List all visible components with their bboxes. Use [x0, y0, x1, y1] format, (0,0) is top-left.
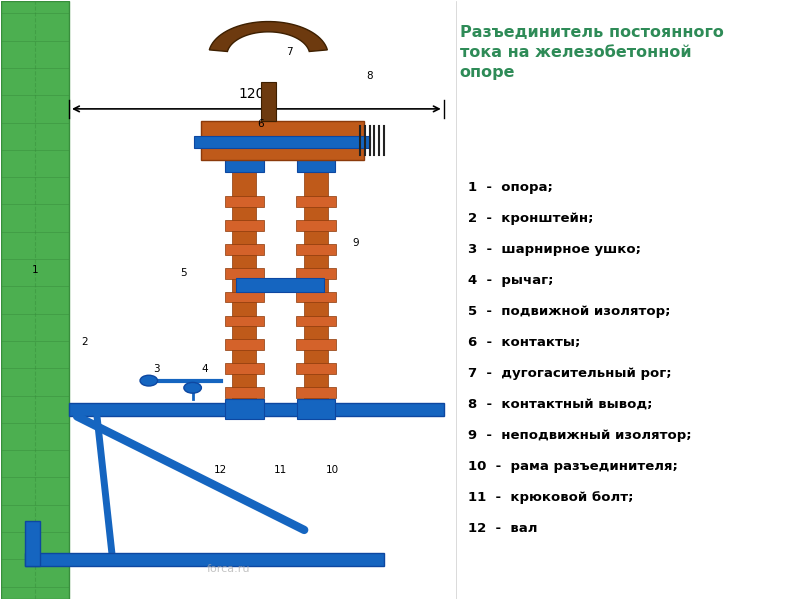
Text: 8: 8	[366, 71, 373, 81]
Ellipse shape	[184, 382, 202, 393]
FancyBboxPatch shape	[226, 398, 263, 419]
Text: 9: 9	[353, 238, 359, 248]
Text: 10  -  рама разъединителя;: 10 - рама разъединителя;	[467, 460, 678, 473]
Text: 6  -  контакты;: 6 - контакты;	[467, 336, 580, 349]
FancyBboxPatch shape	[201, 121, 364, 160]
FancyBboxPatch shape	[225, 292, 264, 302]
Text: 5  -  подвижной изолятор;: 5 - подвижной изолятор;	[467, 305, 670, 318]
Text: 5: 5	[180, 268, 186, 278]
FancyBboxPatch shape	[2, 1, 69, 599]
FancyBboxPatch shape	[297, 316, 336, 326]
FancyBboxPatch shape	[297, 364, 336, 374]
Text: 3  -  шарнирное ушко;: 3 - шарнирное ушко;	[467, 242, 641, 256]
FancyBboxPatch shape	[304, 166, 328, 404]
Text: Разъединитель постоянного
тока на железобетонной
опоре: Разъединитель постоянного тока на железо…	[459, 25, 723, 80]
FancyBboxPatch shape	[26, 553, 384, 566]
Text: 1: 1	[31, 265, 38, 275]
Text: 1200: 1200	[239, 87, 274, 101]
Text: forca.ru: forca.ru	[206, 563, 250, 574]
Text: 2  -  кронштейн;: 2 - кронштейн;	[467, 212, 593, 224]
FancyBboxPatch shape	[297, 340, 336, 350]
FancyBboxPatch shape	[297, 398, 335, 419]
Text: 7  -  дугогасительный рог;: 7 - дугогасительный рог;	[467, 367, 671, 380]
FancyBboxPatch shape	[297, 196, 336, 207]
FancyBboxPatch shape	[237, 278, 324, 292]
FancyBboxPatch shape	[297, 151, 335, 172]
Text: 11: 11	[274, 465, 287, 475]
FancyBboxPatch shape	[225, 387, 264, 398]
Text: 9  -  неподвижный изолятор;: 9 - неподвижный изолятор;	[467, 429, 691, 442]
FancyBboxPatch shape	[261, 82, 275, 121]
FancyBboxPatch shape	[297, 244, 336, 254]
FancyBboxPatch shape	[225, 244, 264, 254]
FancyBboxPatch shape	[225, 196, 264, 207]
FancyBboxPatch shape	[225, 268, 264, 278]
FancyBboxPatch shape	[225, 340, 264, 350]
Text: 8  -  контактный вывод;: 8 - контактный вывод;	[467, 398, 652, 411]
FancyBboxPatch shape	[225, 220, 264, 231]
FancyBboxPatch shape	[225, 364, 264, 374]
Text: 10: 10	[326, 465, 338, 475]
Text: 4: 4	[202, 364, 208, 374]
Polygon shape	[210, 22, 327, 52]
Text: 12  -  вал: 12 - вал	[467, 522, 537, 535]
Text: 11  -  крюковой болт;: 11 - крюковой болт;	[467, 491, 633, 504]
FancyBboxPatch shape	[225, 316, 264, 326]
Text: 12: 12	[214, 465, 227, 475]
Text: 3: 3	[154, 364, 160, 374]
FancyBboxPatch shape	[297, 220, 336, 231]
Text: 7: 7	[286, 47, 293, 57]
Text: 1  -  опора;: 1 - опора;	[467, 181, 553, 194]
FancyBboxPatch shape	[297, 387, 336, 398]
FancyBboxPatch shape	[297, 268, 336, 278]
FancyBboxPatch shape	[233, 166, 256, 404]
Text: 6: 6	[257, 119, 264, 129]
Text: 4  -  рычаг;: 4 - рычаг;	[467, 274, 553, 287]
FancyBboxPatch shape	[226, 151, 263, 172]
FancyBboxPatch shape	[194, 136, 370, 148]
Text: 2: 2	[82, 337, 88, 347]
FancyBboxPatch shape	[297, 292, 336, 302]
Ellipse shape	[140, 375, 158, 386]
FancyBboxPatch shape	[26, 521, 40, 566]
FancyBboxPatch shape	[69, 403, 444, 416]
